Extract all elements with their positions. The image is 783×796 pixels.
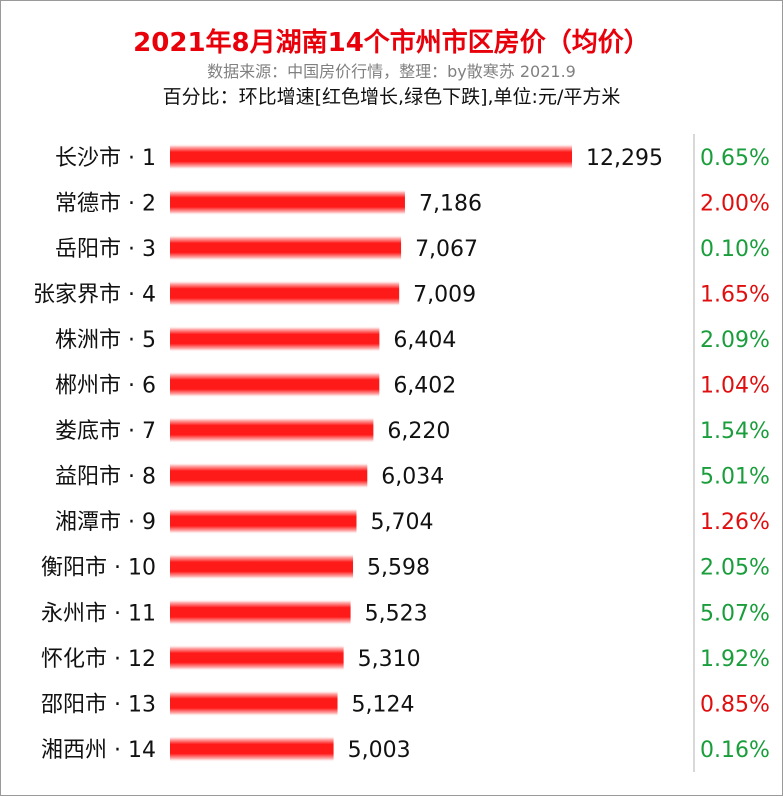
value-label: 5,003 <box>348 738 411 763</box>
change-percent-label: 0.10% <box>700 237 770 262</box>
bar <box>170 735 334 762</box>
value-label: 7,186 <box>419 191 482 216</box>
category-label: 永州市 · 11 <box>41 601 156 626</box>
category-label: 岳阳市 · 3 <box>55 237 156 262</box>
chart-legend-note: 百分比：环比增速[红色增长,绿色下跌],单位:元/平方米 <box>162 86 621 108</box>
bar <box>170 189 405 216</box>
category-label: 邵阳市 · 13 <box>41 692 156 717</box>
change-percent-label: 0.16% <box>700 738 770 763</box>
value-label: 6,034 <box>381 465 444 490</box>
category-label: 张家界市 · 4 <box>33 282 156 307</box>
value-label: 6,220 <box>387 419 450 444</box>
value-label: 6,402 <box>393 374 456 399</box>
bar <box>170 417 374 444</box>
value-label: 5,310 <box>358 647 421 672</box>
category-label: 益阳市 · 8 <box>55 465 156 490</box>
change-percent-label: 0.65% <box>700 146 770 171</box>
value-label: 7,009 <box>413 282 476 307</box>
change-percent-label: 1.92% <box>700 647 770 672</box>
bar <box>170 325 380 352</box>
category-label: 娄底市 · 7 <box>55 419 156 444</box>
change-percent-label: 5.01% <box>700 465 770 490</box>
change-percent-label: 1.04% <box>700 374 770 399</box>
value-label: 5,523 <box>365 601 428 626</box>
bar <box>170 599 351 626</box>
bar <box>170 280 400 307</box>
category-label: 湘潭市 · 9 <box>55 510 156 535</box>
chart-source-subtitle: 数据来源：中国房价行情，整理：by散寒苏 2021.9 <box>207 62 576 81</box>
change-percent-label: 1.65% <box>700 282 770 307</box>
value-label: 6,404 <box>393 328 456 353</box>
bar <box>170 371 380 398</box>
value-label: 7,067 <box>415 237 478 262</box>
category-label: 株洲市 · 5 <box>55 328 156 353</box>
change-percent-label: 5.07% <box>700 601 770 626</box>
bar <box>170 462 368 489</box>
bar <box>170 234 402 261</box>
change-percent-label: 1.26% <box>700 510 770 535</box>
bar <box>170 553 354 580</box>
change-percent-label: 1.54% <box>700 419 770 444</box>
category-label: 常德市 · 2 <box>55 191 156 216</box>
change-percent-label: 0.85% <box>700 692 770 717</box>
value-label: 5,124 <box>352 692 415 717</box>
category-label: 长沙市 · 1 <box>55 146 156 171</box>
value-label: 5,704 <box>370 510 433 535</box>
change-percent-label: 2.00% <box>700 191 770 216</box>
value-label: 5,598 <box>367 556 430 581</box>
change-percent-label: 2.09% <box>700 328 770 353</box>
chart-title: 2021年8月湖南14个市州市区房价（均价） <box>133 28 650 58</box>
category-label: 郴州市 · 6 <box>55 374 156 399</box>
bar <box>170 143 572 170</box>
value-label: 12,295 <box>586 146 663 171</box>
bar <box>170 690 338 717</box>
change-percent-label: 2.05% <box>700 556 770 581</box>
category-label: 湘西州 · 14 <box>41 738 156 763</box>
category-label: 衡阳市 · 10 <box>41 556 156 581</box>
bar <box>170 644 344 671</box>
bar <box>170 508 357 535</box>
category-label: 怀化市 · 12 <box>41 647 156 672</box>
